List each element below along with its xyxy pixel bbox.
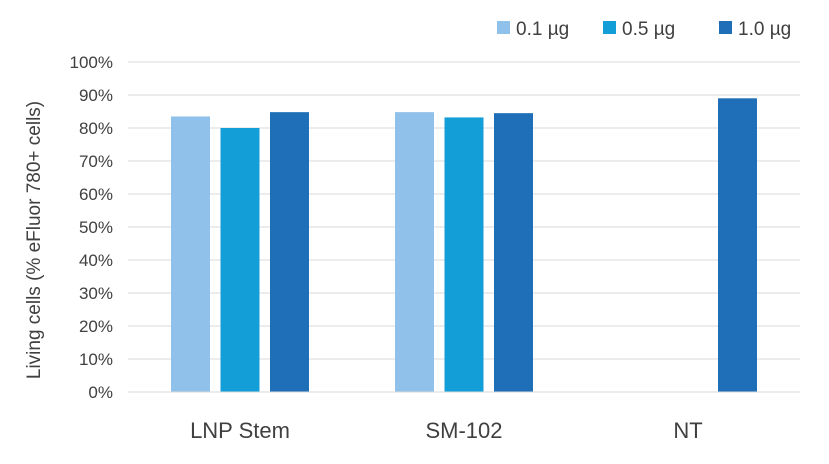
x-category-label: SM-102 [425, 418, 502, 443]
bar [718, 98, 757, 393]
legend-label: 0.5 µg [622, 19, 675, 40]
bar [220, 128, 260, 392]
y-tick-label: 10% [79, 350, 113, 369]
y-tick-label: 70% [79, 152, 113, 171]
legend-swatch [603, 21, 616, 34]
x-category-label: LNP Stem [190, 418, 290, 443]
y-tick-label: 30% [79, 284, 113, 303]
bar [494, 113, 533, 393]
y-axis-title: Living cells (% eFluor 780+ cells) [24, 101, 45, 379]
y-tick-label: 60% [79, 185, 113, 204]
x-axis-categories: LNP Stem SM-102 NT [190, 418, 703, 443]
legend-label: 1.0 µg [738, 19, 791, 40]
bars [171, 98, 757, 393]
y-tick-label: 100% [70, 53, 113, 72]
legend-swatch [497, 21, 510, 34]
bar [444, 117, 484, 392]
y-tick-label: 50% [79, 218, 113, 237]
bar [171, 116, 210, 392]
legend: 0.1 µg 0.5 µg 1.0 µg [497, 19, 791, 40]
x-category-label: NT [673, 418, 702, 443]
y-tick-label: 0% [88, 383, 113, 402]
legend-swatch [719, 21, 732, 34]
legend-label: 0.1 µg [516, 19, 569, 40]
y-axis-ticks: 0% 10% 20% 30% 40% 50% 60% 70% 80% 90% 100% [70, 53, 113, 402]
bar [270, 112, 309, 392]
y-tick-label: 90% [79, 86, 113, 105]
y-tick-label: 20% [79, 317, 113, 336]
y-tick-label: 40% [79, 251, 113, 270]
bar [395, 112, 434, 392]
y-tick-label: 80% [79, 119, 113, 138]
